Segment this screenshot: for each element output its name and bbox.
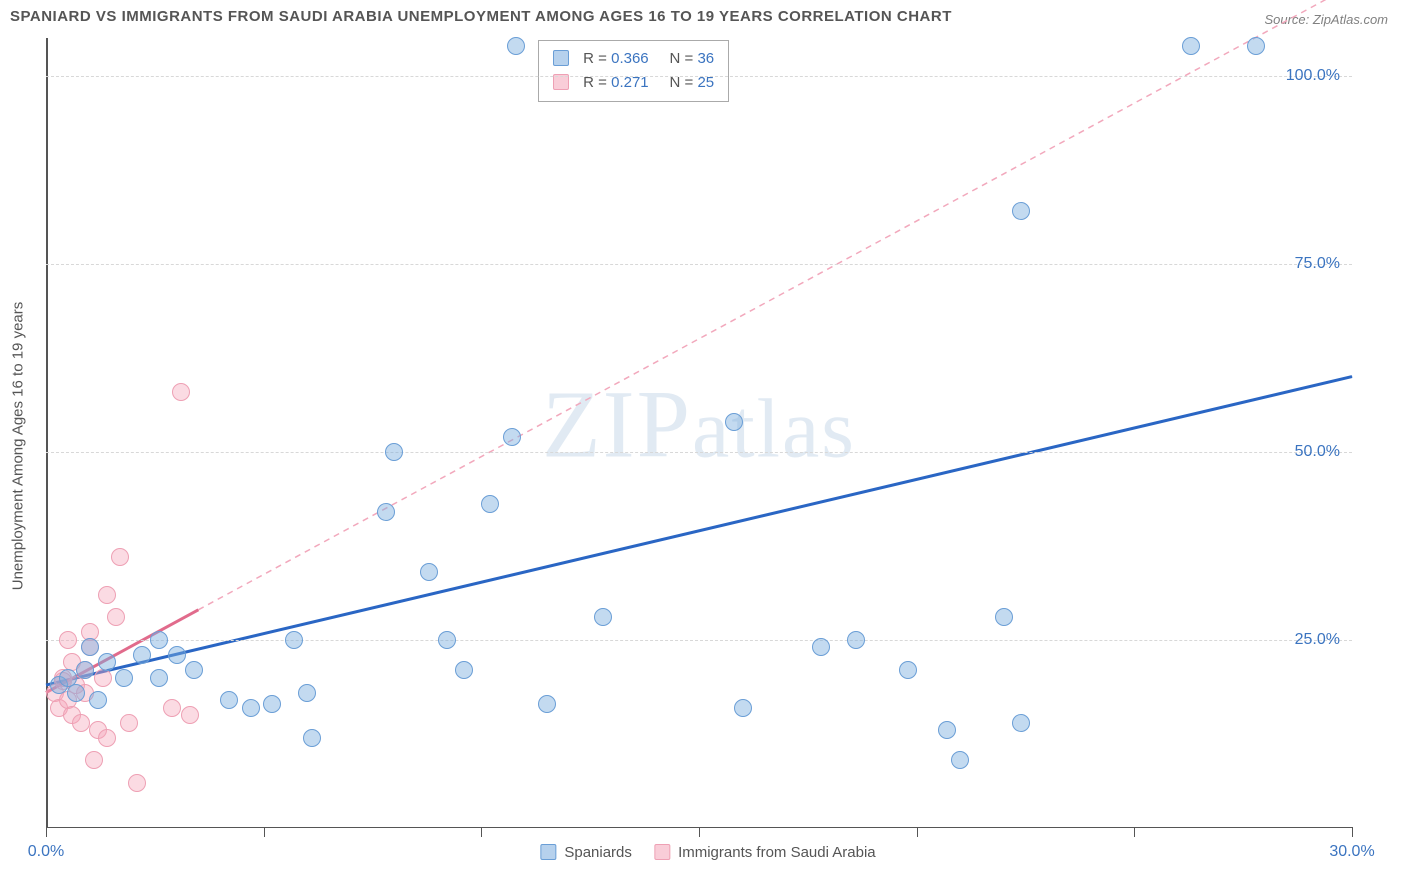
legend-bottom: Spaniards Immigrants from Saudi Arabia [522, 844, 875, 861]
trendline [46, 377, 1352, 685]
x-tick [264, 827, 265, 837]
gridline-h [46, 264, 1352, 265]
scatter-point [507, 37, 525, 55]
scatter-point [72, 714, 90, 732]
scatter-point [163, 699, 181, 717]
scatter-point [185, 661, 203, 679]
scatter-point [85, 751, 103, 769]
scatter-point [455, 661, 473, 679]
scatter-point [1182, 37, 1200, 55]
scatter-point [285, 631, 303, 649]
scatter-point [438, 631, 456, 649]
scatter-point [172, 383, 190, 401]
scatter-point [298, 684, 316, 702]
y-tick-label: 25.0% [1295, 631, 1340, 649]
plot-area: ZIPatlas R = 0.366 N = 36 R = 0.271 N = … [46, 38, 1352, 828]
scatter-point [303, 729, 321, 747]
swatch-icon [654, 844, 670, 860]
scatter-point [1247, 37, 1265, 55]
scatter-point [220, 691, 238, 709]
scatter-point [951, 751, 969, 769]
trendline [198, 0, 1352, 610]
x-tick [1134, 827, 1135, 837]
x-tick [481, 827, 482, 837]
scatter-point [538, 695, 556, 713]
scatter-point [594, 608, 612, 626]
gridline-h [46, 640, 1352, 641]
gridline-h [46, 76, 1352, 77]
y-tick-label: 50.0% [1295, 443, 1340, 461]
y-axis-title: Unemployment Among Ages 16 to 19 years [10, 302, 27, 591]
scatter-point [503, 428, 521, 446]
scatter-point [168, 646, 186, 664]
x-tick-label: 30.0% [1329, 843, 1374, 861]
source-label: Source: ZipAtlas.com [1264, 12, 1388, 27]
legend-label: Spaniards [564, 844, 632, 861]
scatter-point [98, 586, 116, 604]
chart-title: SPANIARD VS IMMIGRANTS FROM SAUDI ARABIA… [10, 8, 952, 25]
scatter-point [385, 443, 403, 461]
scatter-point [812, 638, 830, 656]
scatter-point [995, 608, 1013, 626]
scatter-point [847, 631, 865, 649]
scatter-point [734, 699, 752, 717]
scatter-point [725, 413, 743, 431]
scatter-point [111, 548, 129, 566]
legend-label: Immigrants from Saudi Arabia [678, 844, 876, 861]
y-tick-label: 100.0% [1286, 67, 1340, 85]
scatter-point [377, 503, 395, 521]
scatter-point [242, 699, 260, 717]
scatter-point [59, 631, 77, 649]
scatter-point [481, 495, 499, 513]
scatter-point [181, 706, 199, 724]
gridline-h [46, 452, 1352, 453]
x-tick-label: 0.0% [28, 843, 64, 861]
scatter-point [150, 669, 168, 687]
scatter-point [938, 721, 956, 739]
x-tick [46, 827, 47, 837]
scatter-point [115, 669, 133, 687]
scatter-point [89, 691, 107, 709]
y-tick-label: 75.0% [1295, 255, 1340, 273]
x-tick [699, 827, 700, 837]
scatter-point [120, 714, 138, 732]
scatter-point [1012, 202, 1030, 220]
scatter-point [128, 774, 146, 792]
scatter-point [263, 695, 281, 713]
scatter-point [899, 661, 917, 679]
scatter-point [98, 653, 116, 671]
x-tick [917, 827, 918, 837]
scatter-point [420, 563, 438, 581]
scatter-point [76, 661, 94, 679]
scatter-point [81, 638, 99, 656]
scatter-point [107, 608, 125, 626]
scatter-point [150, 631, 168, 649]
scatter-point [1012, 714, 1030, 732]
scatter-point [98, 729, 116, 747]
scatter-point [67, 684, 85, 702]
scatter-point [133, 646, 151, 664]
swatch-icon [540, 844, 556, 860]
x-tick [1352, 827, 1353, 837]
